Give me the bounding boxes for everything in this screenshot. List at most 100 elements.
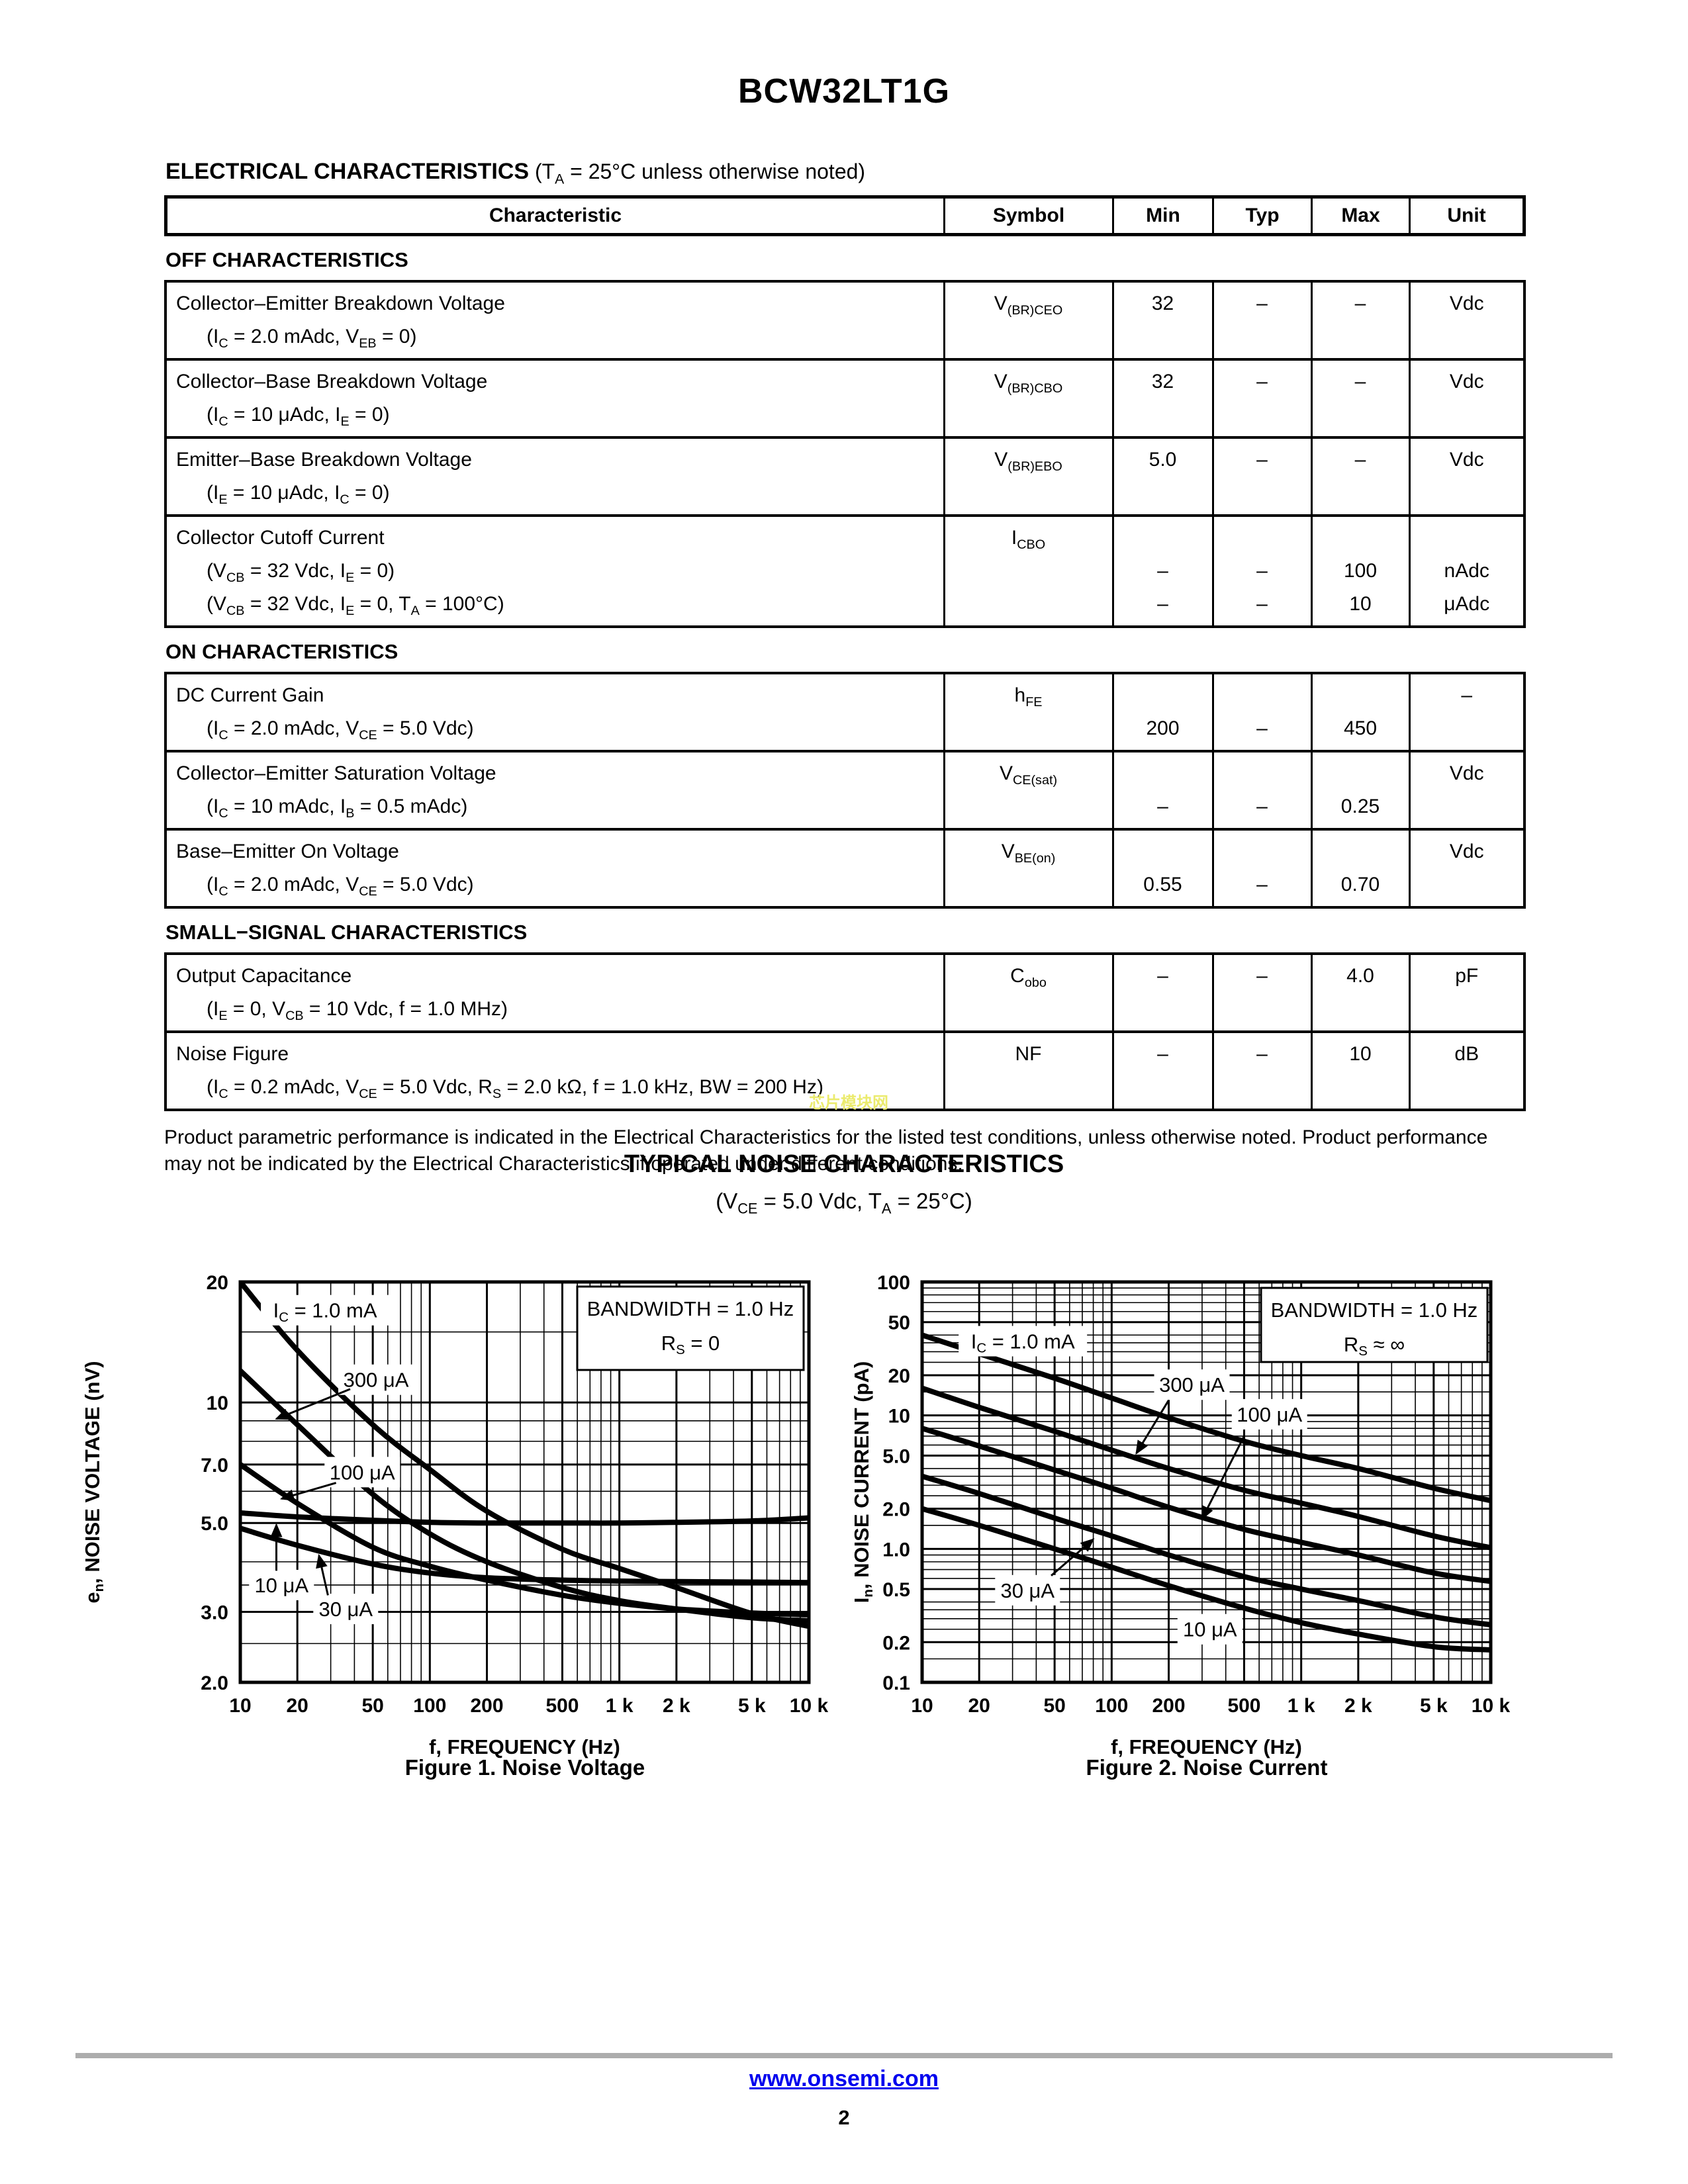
curve-label: 100 μA — [1237, 1403, 1302, 1426]
table-row: Noise Figure (IC = 0.2 mAdc, VCE = 5.0 Vd… — [165, 1030, 1524, 1110]
cell-symbol: hFE — [943, 673, 1113, 751]
curve-label: 30 μA — [1000, 1579, 1055, 1602]
cell-max: 4.0 — [1310, 954, 1409, 1032]
noise-characteristics-subtitle: (VCE = 5.0 Vdc, TA = 25°C) — [716, 1189, 972, 1217]
parametric-note: Product parametric performance is indica… — [164, 1126, 1488, 1175]
cell-typ: – — [1211, 1030, 1311, 1110]
x-tick-label: 100 — [413, 1695, 446, 1717]
cell-max: 0.25 — [1310, 750, 1409, 829]
x-tick-label: 50 — [1043, 1695, 1065, 1717]
figure1-caption: Figure 1. Noise Voltage — [404, 1755, 645, 1780]
cell-min: 32 — [1111, 281, 1213, 359]
x-tick-label: 2 k — [1344, 1695, 1372, 1717]
note-box: BANDWIDTH = 1.0 Hz RS = 0 — [576, 1285, 805, 1371]
table-row: Collector–Emitter Breakdown Voltage (IC =… — [165, 281, 1524, 359]
electrical-characteristics-heading: ELECTRICAL CHARACTERISTICS (TA = 25°C un… — [165, 159, 1526, 186]
label-bg — [324, 1457, 400, 1488]
y-tick-label: 1.0 — [882, 1539, 910, 1561]
onsemi-link[interactable]: www.onsemi.com — [749, 2066, 939, 2091]
y-tick-label: 2.0 — [201, 1672, 228, 1694]
cell-min: 32 — [1111, 358, 1213, 437]
y-tick-label: 100 — [877, 1272, 910, 1294]
cell-max: 0.70 — [1310, 828, 1409, 907]
curve-300-uA — [922, 1385, 1491, 1551]
label-bg — [1154, 1369, 1230, 1400]
cell-symbol: VCE(sat) — [943, 750, 1113, 829]
label-bg — [249, 1569, 314, 1600]
curve-10-uA — [922, 1506, 1491, 1653]
cell-symbol: ICBO — [943, 514, 1113, 627]
x-axis-title: f, FREQUENCY (Hz) — [429, 1735, 620, 1758]
curve-label: 30 μA — [318, 1598, 373, 1621]
cell-unit: Vdc — [1408, 436, 1524, 516]
table-row: DC Current Gain (IC = 2.0 mAdc, VCE = 5.0… — [165, 673, 1524, 751]
table-row: Output Capacitance (IE = 0, VCB = 10 Vdc,… — [165, 954, 1524, 1032]
column-header-symbol: Symbol — [943, 197, 1113, 235]
section-heading-0: OFF CHARACTERISTICS — [165, 248, 408, 271]
spec-table-header: Characteristic Symbol Min Typ Max Unit — [164, 195, 1526, 236]
cell-unit: Vdc — [1408, 828, 1524, 907]
spec-table-section-1: DC Current Gain (IC = 2.0 mAdc, VCE = 5.0… — [164, 672, 1526, 909]
page-number: 2 — [838, 2106, 850, 2129]
cell-max: – — [1310, 436, 1409, 516]
cell-symbol: V(BR)EBO — [943, 436, 1113, 516]
curve-30-uA — [240, 1525, 809, 1586]
note-box-line: BANDWIDTH = 1.0 Hz — [587, 1297, 794, 1320]
curve-labels: IC = 1.0 mA 300 μA 100 μA 10 μA 30 μA — [249, 1295, 414, 1625]
label-bg — [995, 1574, 1060, 1606]
figure2-caption: Figure 2. Noise Current — [1086, 1755, 1328, 1780]
label-arrow — [316, 1553, 329, 1596]
cell-characteristic: DC Current Gain (IC = 2.0 mAdc, VCE = 5.0… — [176, 684, 474, 743]
watermark: 芯片模块网 — [809, 1094, 888, 1112]
curve-100-uA — [240, 1461, 809, 1617]
tick-labels: 10 20 50 100 200 500 1 k 2 k 5 k 10 k 20 10 7.0 5.0 3.… — [201, 1272, 828, 1717]
cell-min: – — [1111, 750, 1213, 829]
cell-max: – — [1310, 281, 1409, 359]
label-arrow — [275, 1388, 351, 1420]
cell-characteristic: Collector–Emitter Breakdown Voltage (IC =… — [176, 293, 505, 351]
cell-typ: – — [1211, 954, 1311, 1032]
x-tick-label: 100 — [1095, 1695, 1128, 1717]
label-bg — [261, 1295, 390, 1326]
label-bg — [959, 1326, 1088, 1357]
note-box-line: RS = 0 — [661, 1332, 720, 1357]
cell-unit: – — [1408, 673, 1524, 751]
x-tick-label: 10 k — [1472, 1695, 1511, 1717]
figure1-chart: IC = 1.0 mA 300 μA 100 μA 10 μA 30 μA BANDWID… — [81, 1272, 829, 1758]
x-tick-label: 500 — [1227, 1695, 1260, 1717]
y-tick-label: 10 — [207, 1392, 228, 1414]
x-tick-label: 10 — [911, 1695, 933, 1717]
cell-typ: – — [1211, 750, 1311, 829]
x-tick-label: 5 k — [1420, 1695, 1448, 1717]
column-header-unit: Unit — [1409, 197, 1524, 235]
table-row: Collector Cutoff Current (VCB = 32 Vdc, I… — [165, 514, 1524, 627]
cell-max: 450 — [1310, 673, 1409, 751]
curve-label: 300 μA — [1159, 1373, 1225, 1396]
column-header-typ: Typ — [1212, 197, 1312, 235]
column-header-min: Min — [1112, 197, 1213, 235]
figure2-chart: IC = 1.0 mA 300 μA 100 μA 30 μA 10 μA BANDWID… — [850, 1272, 1511, 1758]
cell-symbol: V(BR)CBO — [943, 358, 1113, 437]
label-arrow — [1051, 1538, 1095, 1576]
y-tick-label: 3.0 — [201, 1602, 228, 1623]
header-row: Characteristic Symbol Min Typ Max Unit — [166, 197, 1524, 235]
cell-typ: – — [1211, 358, 1311, 437]
cell-symbol: NF — [943, 1030, 1113, 1110]
label-arrow — [279, 1482, 337, 1501]
table-row: Emitter–Base Breakdown Voltage (IE = 10 μ… — [165, 436, 1524, 516]
cell-unit: pF — [1408, 954, 1524, 1032]
y-tick-label: 50 — [888, 1312, 910, 1334]
x-tick-label: 20 — [968, 1695, 990, 1717]
x-tick-label: 500 — [545, 1695, 579, 1717]
section-heading-1: ON CHARACTERISTICS — [165, 640, 399, 663]
y-tick-label: 2.0 — [882, 1499, 910, 1521]
plot-border — [238, 1280, 811, 1684]
cell-max: 10 — [1310, 1030, 1409, 1110]
y-tick-label: 0.1 — [882, 1672, 910, 1694]
curve-10-uA — [240, 1510, 809, 1526]
spec-table-section-0: Collector–Emitter Breakdown Voltage (IC =… — [164, 280, 1526, 628]
cell-max: 100 10 — [1310, 514, 1409, 627]
label-bg — [1231, 1398, 1307, 1430]
y-tick-label: 0.2 — [882, 1632, 910, 1654]
x-tick-label: 1 k — [606, 1695, 633, 1717]
